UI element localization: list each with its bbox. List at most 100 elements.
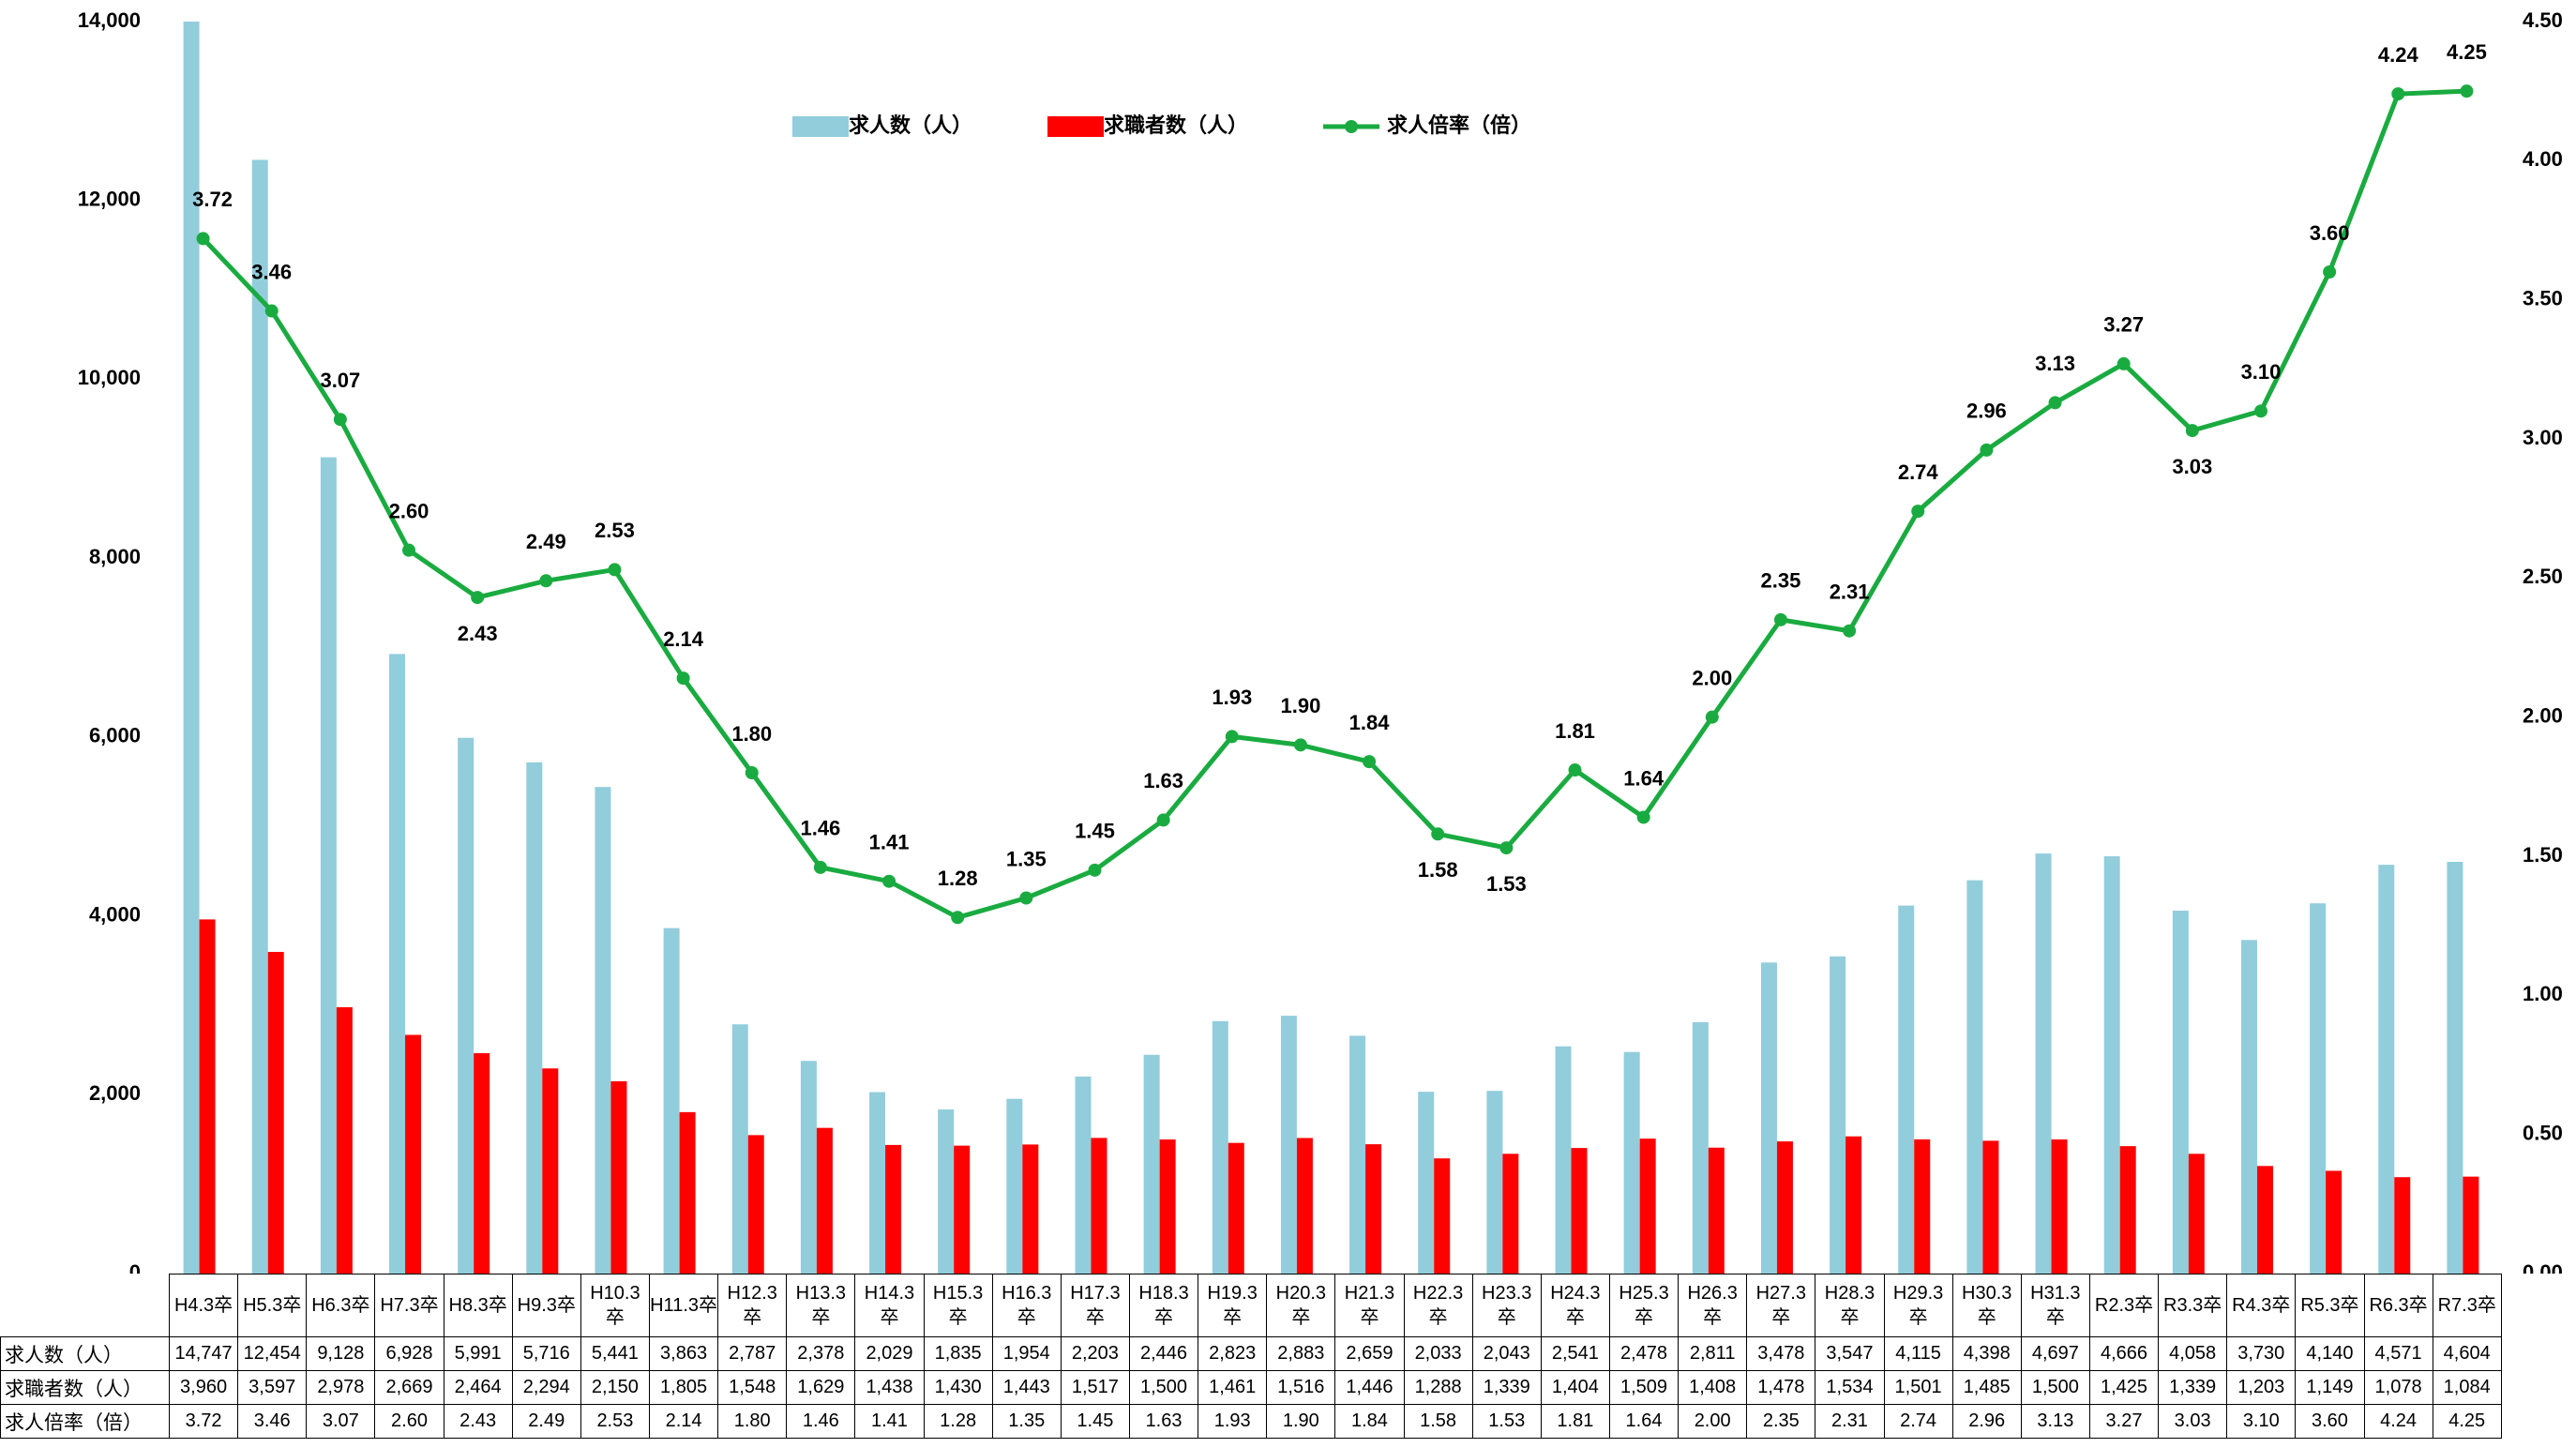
bar (731, 1024, 748, 1274)
bar (2240, 940, 2257, 1274)
line-marker (471, 591, 485, 605)
y-tick-label: 4,000 (89, 902, 141, 926)
line-marker (1843, 624, 1857, 638)
y-tick-label: 8,000 (89, 545, 141, 568)
table-cell: 2.53 (580, 1404, 650, 1439)
bar (1830, 956, 1846, 1274)
bar (1982, 1140, 1999, 1274)
table-cell: 3,478 (1746, 1336, 1816, 1371)
bar (474, 1053, 490, 1274)
bar (526, 762, 543, 1274)
data-label: 2.49 (526, 530, 566, 553)
x-tick-label: H29.3卒 (1883, 1274, 1953, 1337)
line-marker (402, 543, 416, 557)
data-label: 1.28 (938, 867, 978, 890)
bar (869, 1092, 886, 1274)
data-label: 3.46 (251, 260, 292, 283)
data-label: 2.35 (1761, 569, 1801, 593)
line-marker (1225, 730, 1239, 744)
table-cell: 1,485 (1951, 1370, 2022, 1405)
line-marker (951, 911, 965, 925)
bar (1555, 1046, 1572, 1274)
table-cell: 3,960 (168, 1370, 239, 1405)
table-cell: 1,517 (1060, 1370, 1130, 1405)
line-marker (1156, 813, 1170, 827)
table-cell: 2,669 (374, 1370, 444, 1405)
x-tick-label: H28.3卒 (1815, 1274, 1885, 1337)
table-cell: 2.43 (443, 1404, 513, 1439)
bar (1418, 1092, 1435, 1274)
table-cell: 2.60 (374, 1404, 444, 1439)
bar (747, 1135, 764, 1274)
table-cell: 4.24 (2363, 1404, 2433, 1439)
line-marker (196, 232, 210, 246)
y2-tick-label: 4.00 (2523, 147, 2563, 171)
table-cell: 2,541 (1540, 1336, 1610, 1371)
bar (320, 457, 337, 1274)
table-cell: 1,501 (1883, 1370, 1953, 1405)
table-cell: 3.27 (2088, 1404, 2160, 1439)
data-label: 1.58 (1418, 858, 1458, 882)
data-label: 2.60 (389, 499, 429, 522)
x-tick-label: H18.3卒 (1128, 1274, 1199, 1337)
table-row: 求職者数（人） 3,960 3,597 2,978 2,669 2,464 2,294 2,1… (0, 1370, 2502, 1405)
table-cell: 1,461 (1198, 1370, 1268, 1405)
table-cell: 1,149 (2295, 1370, 2365, 1405)
table-cell: 1.81 (1540, 1404, 1610, 1439)
table-cell: 2,883 (1266, 1336, 1336, 1371)
bar (1639, 1139, 1656, 1274)
x-tick-label: H26.3卒 (1678, 1274, 1748, 1337)
x-tick-label: H12.3卒 (717, 1274, 788, 1337)
table-cell: 4,666 (2088, 1336, 2160, 1371)
line-marker (608, 563, 622, 577)
bar (1296, 1138, 1313, 1274)
table-cell: 1,430 (923, 1370, 993, 1405)
line-marker (1636, 810, 1650, 824)
bar (458, 737, 475, 1274)
table-cell: 3.07 (306, 1404, 376, 1439)
chart: 0 2,000 4,000 6,000 8,000 10,000 12,000 14,000 0… (78, 8, 2563, 1274)
line-marker (2391, 87, 2405, 101)
table-cell: 1,509 (1608, 1370, 1680, 1405)
y2-tick-label: 0.50 (2523, 1121, 2563, 1144)
table-cell: 4,398 (1951, 1336, 2022, 1371)
bar (1486, 1091, 1503, 1274)
table-cell: 1.53 (1471, 1404, 1542, 1439)
line-marker (882, 874, 896, 888)
table-cell: 2,811 (1678, 1336, 1748, 1371)
data-label: 3.27 (2103, 313, 2144, 337)
table-cell: 2.35 (1746, 1404, 1816, 1439)
table-cell: 1.45 (1060, 1404, 1130, 1439)
data-label: 3.72 (192, 188, 233, 211)
data-label: 3.13 (2035, 352, 2075, 375)
x-tick-label: R2.3卒 (2088, 1274, 2160, 1337)
table-cell: 1.64 (1608, 1404, 1680, 1439)
bar (1006, 1098, 1023, 1274)
x-tick-label: H7.3卒 (374, 1274, 444, 1337)
x-tick-label: H24.3卒 (1540, 1274, 1610, 1337)
table-cell: 4,571 (2363, 1336, 2433, 1371)
table-cell: 1,404 (1540, 1370, 1610, 1405)
x-tick-label: H11.3卒 (648, 1274, 719, 1337)
line-marker (1568, 763, 1582, 777)
bar (2378, 865, 2395, 1274)
data-label: 2.14 (663, 627, 704, 651)
bar (1692, 1021, 1709, 1274)
y2-tick-label: 0.00 (2523, 1260, 2563, 1274)
table-cell: 2,378 (786, 1336, 856, 1371)
legend-label: 求職者数（人） (1104, 113, 1248, 137)
table-cell: 5,441 (580, 1336, 650, 1371)
table-cell: 2,203 (1060, 1336, 1130, 1371)
table-cell: 1.90 (1266, 1404, 1336, 1439)
bar (816, 1127, 833, 1274)
table-cell: 1,084 (2432, 1370, 2502, 1405)
data-label: 1.53 (1486, 872, 1527, 896)
line-marker (2117, 356, 2131, 370)
table-cell: 1,446 (1334, 1370, 1405, 1405)
data-label: 1.80 (731, 722, 772, 746)
bar (1091, 1138, 1107, 1274)
x-tick-label: H30.3卒 (1951, 1274, 2022, 1337)
line-marker (2185, 424, 2199, 438)
bar (2394, 1177, 2411, 1274)
